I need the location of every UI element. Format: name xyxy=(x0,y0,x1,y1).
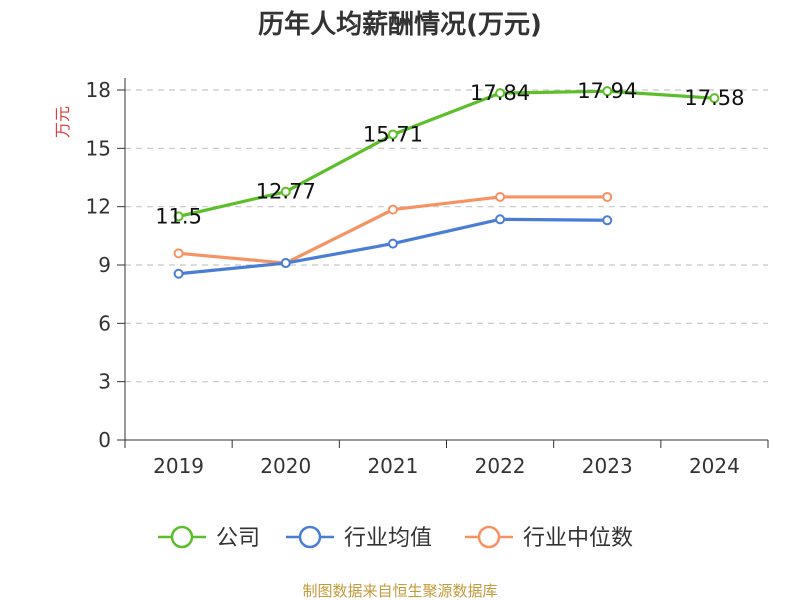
legend-item[interactable]: 行业中位数 xyxy=(465,525,633,551)
data-point xyxy=(387,204,398,215)
series-2 xyxy=(173,191,613,269)
legend-label: 行业均值 xyxy=(344,526,432,551)
y-tick-label: 3 xyxy=(98,370,111,394)
x-tick-label: 2020 xyxy=(260,454,311,478)
data-point xyxy=(387,129,398,140)
data-point xyxy=(495,214,506,225)
series-0 xyxy=(173,86,720,222)
legend-marker xyxy=(170,525,194,549)
data-point xyxy=(709,93,720,104)
y-tick-label: 12 xyxy=(86,195,111,219)
legend: 公司 行业均值 行业中位数 xyxy=(158,525,633,551)
legend-item[interactable]: 公司 xyxy=(158,525,260,551)
data-label: 17.84 xyxy=(470,81,530,105)
x-tick-label: 2019 xyxy=(153,454,204,478)
data-point xyxy=(602,86,613,97)
series-lines xyxy=(173,86,720,279)
data-label: 11.5 xyxy=(155,204,202,228)
legend-label: 公司 xyxy=(216,526,260,551)
data-point xyxy=(495,88,506,99)
x-tick-label: 2023 xyxy=(582,454,633,478)
legend-label: 行业中位数 xyxy=(523,526,633,551)
grid-lines xyxy=(125,89,768,383)
legend-marker xyxy=(477,525,501,549)
data-label: 15.71 xyxy=(363,123,423,147)
x-tick-label: 2021 xyxy=(367,454,418,478)
data-point xyxy=(280,186,291,197)
data-label: 12.77 xyxy=(256,180,316,204)
source-note: 制图数据来自恒生聚源数据库 xyxy=(302,582,497,600)
data-point xyxy=(173,248,184,259)
data-label: 17.94 xyxy=(577,79,637,103)
series-line xyxy=(176,89,717,218)
data-point xyxy=(602,191,613,202)
data-point xyxy=(602,215,613,226)
y-tick-label: 9 xyxy=(98,253,111,277)
data-point xyxy=(173,268,184,279)
data-point xyxy=(387,238,398,249)
data-labels: 11.5 12.77 15.71 17.84 17.94 17.58 xyxy=(155,79,744,228)
series-1 xyxy=(173,214,613,279)
y-axis-label: 万元 xyxy=(53,106,72,138)
y-tick-label: 6 xyxy=(98,311,111,335)
data-point xyxy=(280,258,291,269)
data-label: 17.58 xyxy=(684,86,744,110)
y-tick-label: 15 xyxy=(86,136,111,160)
legend-item[interactable]: 行业均值 xyxy=(286,525,432,551)
data-point xyxy=(495,191,506,202)
data-point xyxy=(173,211,184,222)
y-tick-label: 18 xyxy=(86,78,111,102)
y-tick-label: 0 xyxy=(98,428,111,452)
x-tick-label: 2024 xyxy=(689,454,740,478)
chart-title: 历年人均薪酬情况(万元) xyxy=(258,9,542,40)
axes: 0 3 6 9 12 15 18 2019 2020 2021 2022 2023 2024 xyxy=(86,78,769,478)
x-tick-label: 2022 xyxy=(475,454,526,478)
legend-marker xyxy=(298,525,322,549)
